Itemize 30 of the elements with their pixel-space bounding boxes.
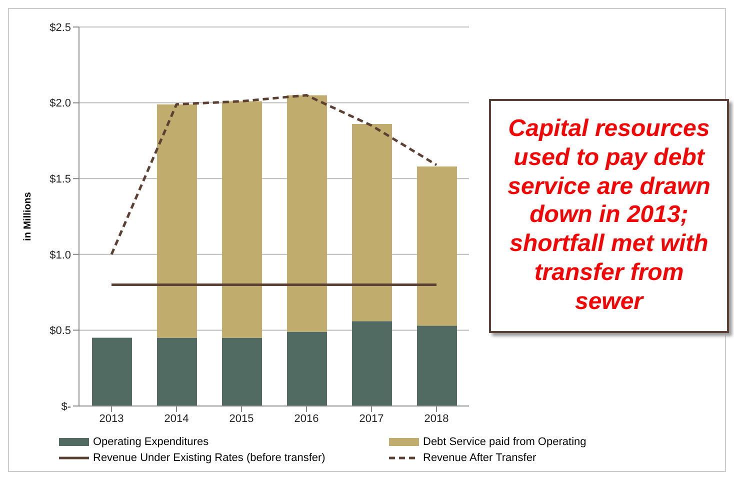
y-tick-label: $1.5 — [50, 174, 71, 186]
legend-label: Revenue Under Existing Rates (before transfer) — [93, 452, 326, 464]
legend-label: Revenue After Transfer — [423, 452, 536, 464]
bar — [352, 321, 392, 406]
bar — [352, 124, 392, 322]
bar — [222, 101, 262, 338]
x-tick-label: 2018 — [424, 412, 449, 425]
x-tick-label: 2017 — [359, 412, 384, 425]
text: Capital resources used to pay debt service are drawn down in 2013; shortfall met with transfer from sewer — [489, 99, 729, 333]
legend-label: Debt Service paid from Operating — [423, 436, 586, 448]
legend-label: Operating Expenditures — [93, 436, 209, 448]
bar — [157, 104, 197, 338]
y-tick-label: $1.0 — [50, 249, 71, 262]
bar — [222, 338, 262, 406]
bar — [287, 332, 327, 406]
y-tick-label: $0.5 — [50, 325, 71, 338]
bar — [157, 338, 197, 406]
x-tick-label: 2014 — [164, 412, 189, 425]
y-tick-label: $2.0 — [50, 98, 71, 110]
x-tick-label: 2016 — [294, 412, 319, 425]
bar — [417, 166, 457, 326]
y-axis-title: in Millions — [22, 192, 34, 241]
bar — [287, 95, 327, 332]
bar — [92, 338, 132, 406]
bar — [417, 326, 457, 406]
y-tick-label: $2.5 — [50, 22, 71, 34]
y-tick-label: $- — [61, 400, 72, 413]
x-tick-label: 2013 — [99, 412, 124, 425]
x-tick-label: 2015 — [229, 412, 254, 425]
line-series — [110, 94, 438, 256]
